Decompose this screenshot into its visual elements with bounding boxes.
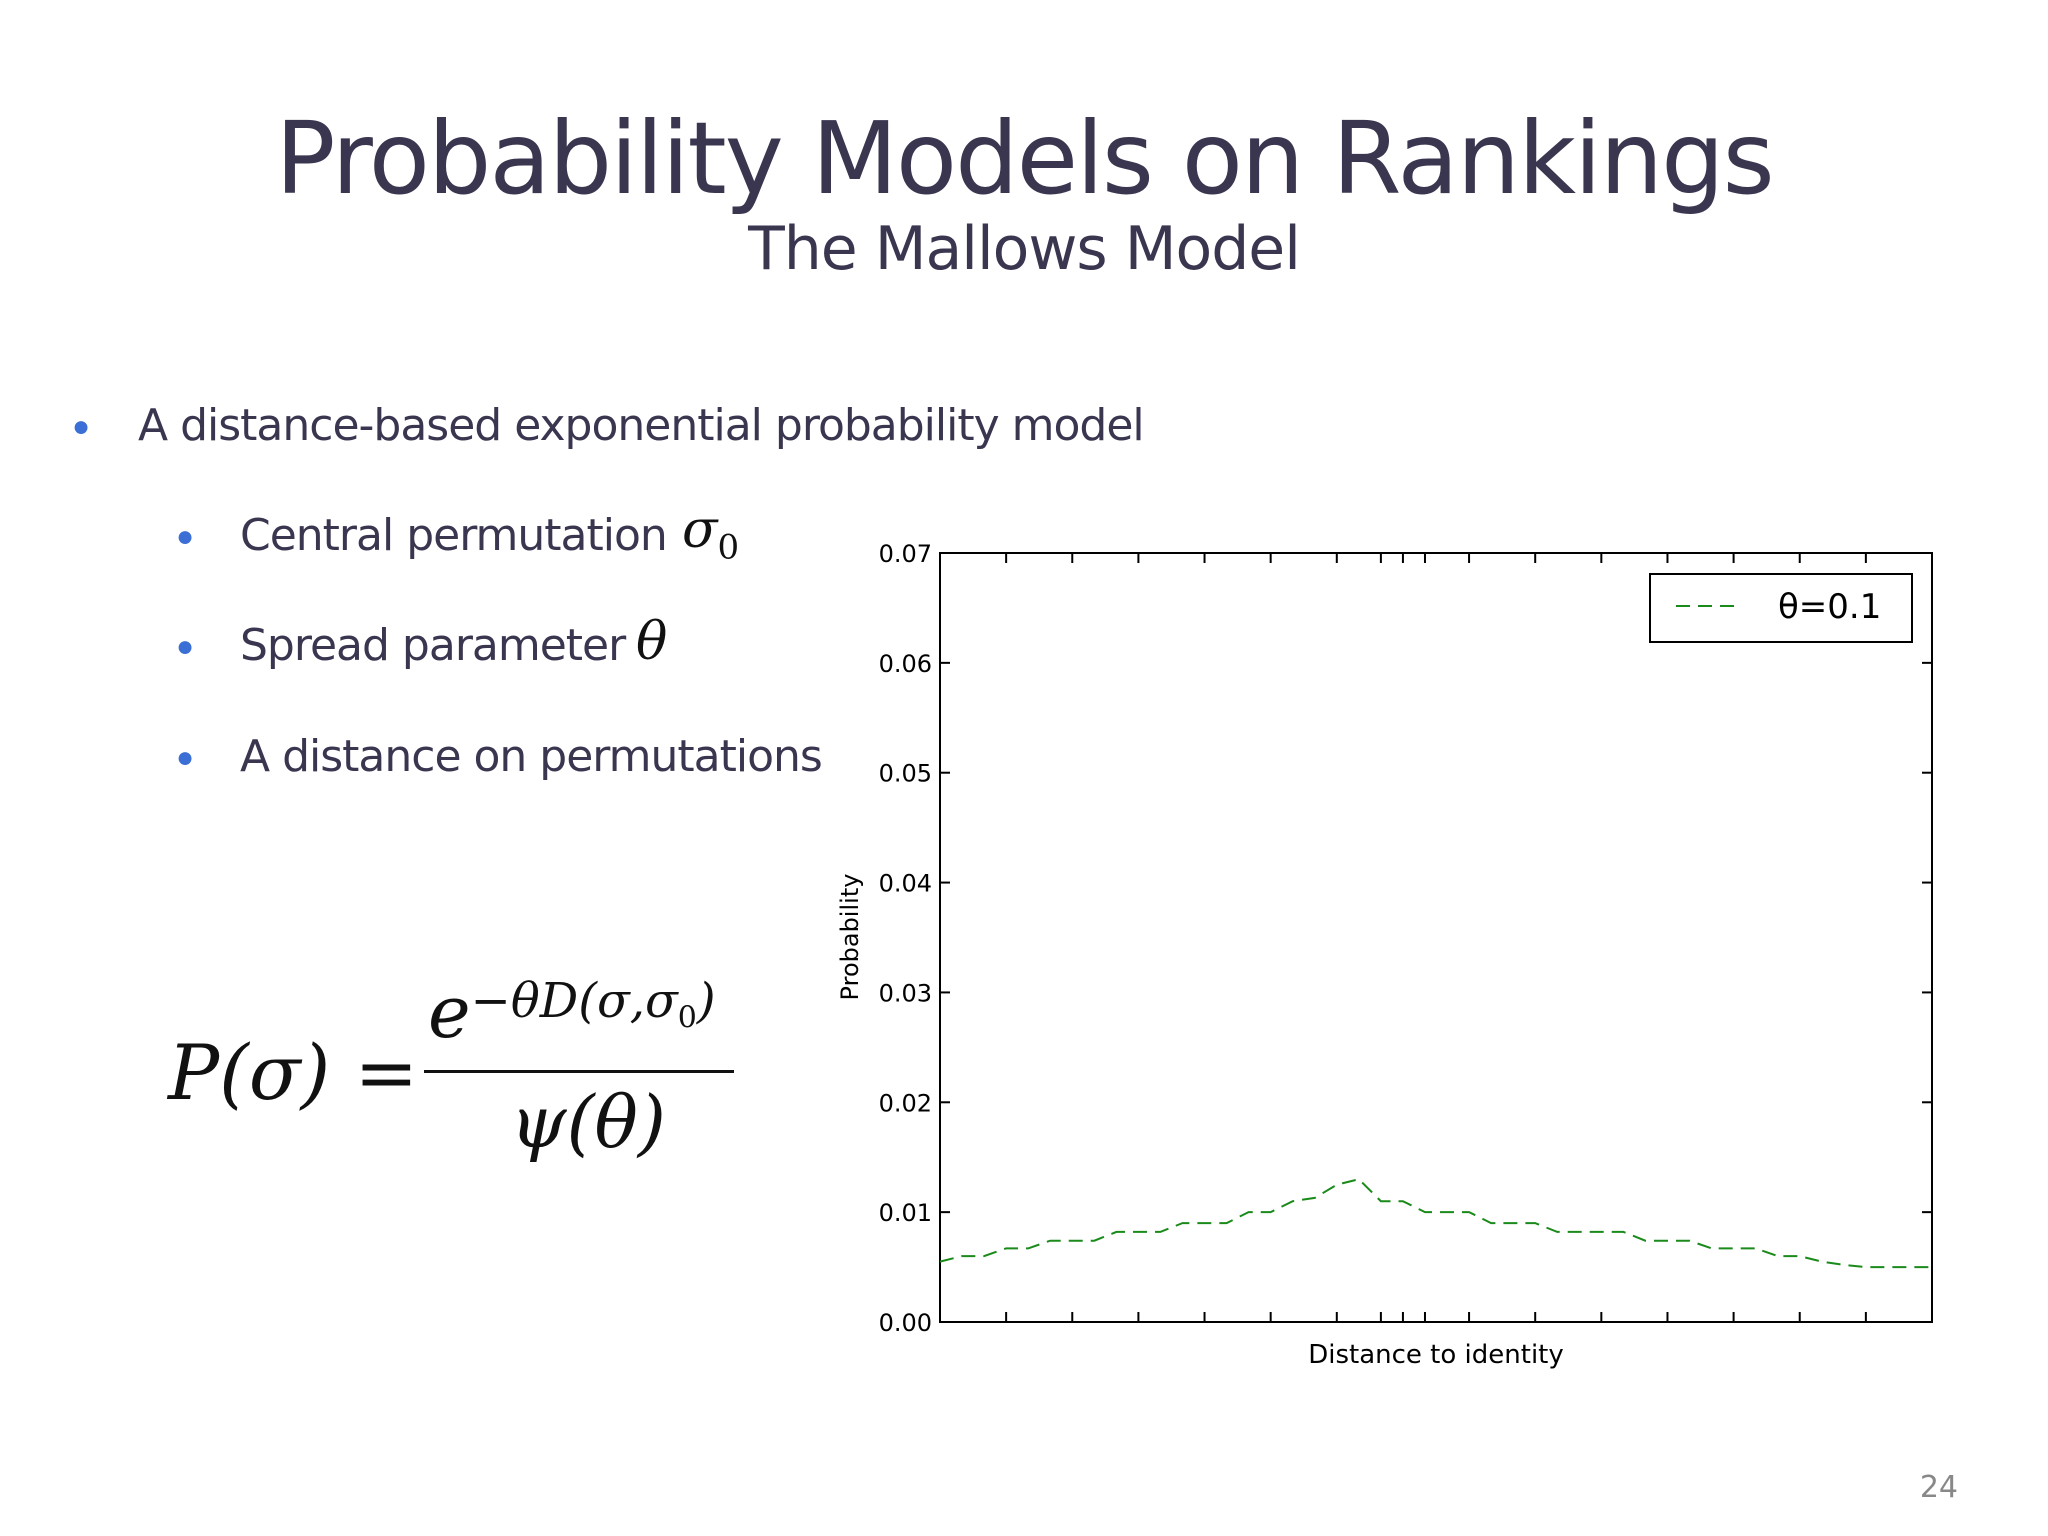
bullet-distance: A distance on permutations xyxy=(240,731,823,782)
sigma-subscript: 0 xyxy=(717,527,740,568)
y-tick-label: 0.05 xyxy=(879,760,932,788)
sigma-symbol: σ xyxy=(682,500,718,560)
page-number: 24 xyxy=(1919,1470,1958,1505)
legend-box xyxy=(1649,573,1913,643)
formula-numerator: e−θD(σ,σ0) xyxy=(428,970,716,1054)
sigma-zero-symbol: σ0 xyxy=(682,500,739,567)
y-tick-label: 0.03 xyxy=(879,979,932,1007)
y-tick-label: 0.04 xyxy=(879,870,932,898)
y-axis-label: Probability xyxy=(836,874,864,1001)
formula-exponent-close: ) xyxy=(696,972,716,1029)
series-line-theta-0-1 xyxy=(939,1178,1932,1269)
legend: θ=0.1 xyxy=(1649,573,1913,643)
formula-lhs: P(σ) = xyxy=(168,1028,419,1117)
formula-exponent-sub: 0 xyxy=(677,1000,697,1036)
y-tick-label: 0.01 xyxy=(879,1199,932,1227)
bullet-dot: ● xyxy=(176,520,195,553)
theta-symbol: θ xyxy=(636,612,668,672)
slide-title: Probability Models on Rankings xyxy=(275,100,1774,217)
bullet-spread-parameter: Spread parameter xyxy=(240,620,626,671)
x-axis-ticks xyxy=(939,553,1933,1322)
y-tick-label: 0.06 xyxy=(879,650,932,678)
bullet-dot: ● xyxy=(176,741,195,774)
fraction-bar xyxy=(424,1070,734,1073)
plot-frame xyxy=(939,552,1933,1323)
mallows-formula: P(σ) = e−θD(σ,σ0) ψ(θ) xyxy=(168,970,768,1190)
y-tick-label: 0.02 xyxy=(879,1089,932,1117)
bullet-dot: ● xyxy=(176,630,195,663)
formula-denominator: ψ(θ) xyxy=(510,1080,666,1164)
y-tick-label: 0.00 xyxy=(879,1309,932,1337)
slide-subtitle: The Mallows Model xyxy=(748,214,1301,284)
legend-label: θ=0.1 xyxy=(1778,587,1881,627)
formula-exp-base: e xyxy=(428,970,471,1054)
bullet-level1: A distance-based exponential probability… xyxy=(138,400,1145,451)
bullet-dot: ● xyxy=(72,410,91,443)
x-axis-label: Distance to identity xyxy=(1308,1340,1564,1370)
y-axis-ticks: 0.00 0.01 0.02 0.03 0.04 0.05 0.06 0.07 xyxy=(879,540,1932,1337)
formula-exponent: −θD(σ,σ xyxy=(470,972,678,1029)
y-tick-label: 0.07 xyxy=(879,540,932,568)
bullet-central-permutation: Central permutation xyxy=(240,510,668,561)
